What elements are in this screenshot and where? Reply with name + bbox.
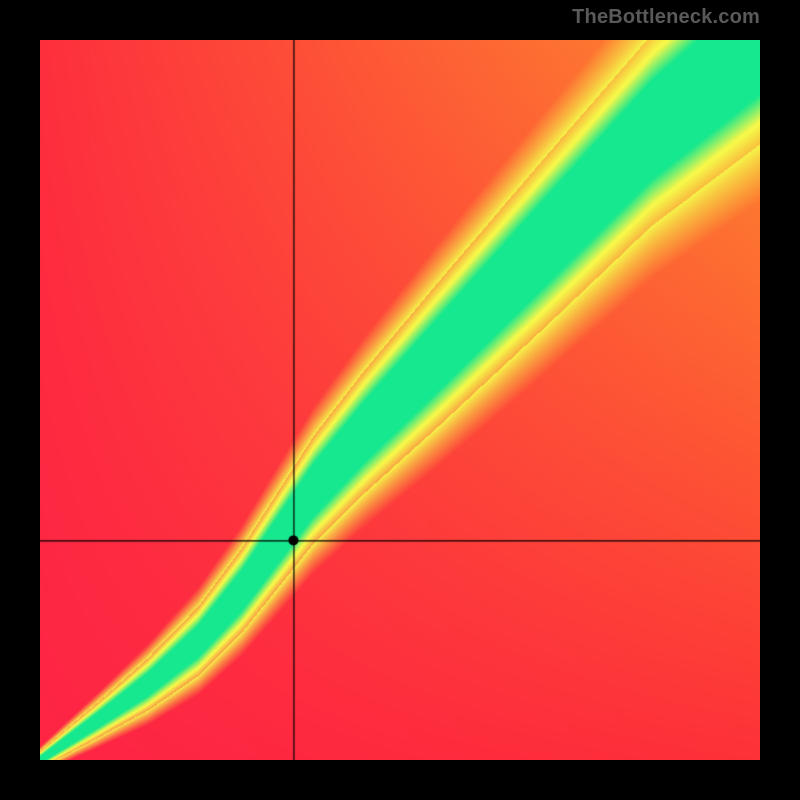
bottleneck-heatmap (40, 40, 760, 760)
watermark-text: TheBottleneck.com (572, 6, 760, 29)
